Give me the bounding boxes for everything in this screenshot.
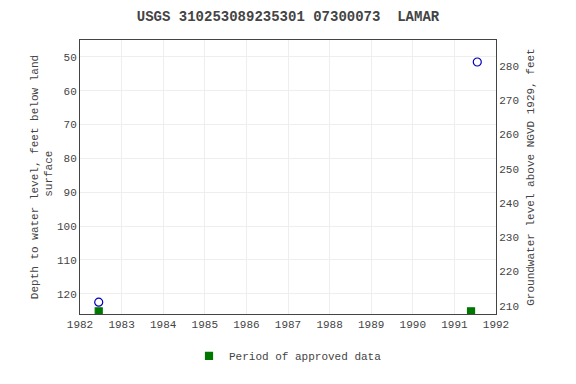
svg-text:240: 240 [499, 198, 519, 210]
svg-text:260: 260 [499, 129, 519, 141]
svg-text:1984: 1984 [150, 319, 177, 331]
svg-text:80: 80 [64, 153, 77, 165]
svg-text:280: 280 [499, 61, 519, 73]
svg-text:60: 60 [64, 86, 77, 98]
svg-text:50: 50 [64, 52, 77, 64]
svg-text:1991: 1991 [441, 319, 468, 331]
svg-text:Depth to water level, feet bel: Depth to water level, feet below land su… [29, 55, 55, 299]
svg-text:110: 110 [57, 255, 77, 267]
svg-text:1986: 1986 [233, 319, 259, 331]
svg-text:1992: 1992 [483, 319, 509, 331]
svg-text:250: 250 [499, 164, 519, 176]
svg-text:1982: 1982 [67, 319, 93, 331]
svg-text:1988: 1988 [316, 319, 342, 331]
svg-text:1990: 1990 [400, 319, 426, 331]
svg-text:Period of approved data: Period of approved data [229, 351, 381, 363]
svg-text:1989: 1989 [358, 319, 384, 331]
svg-text:70: 70 [64, 119, 77, 131]
svg-text:USGS 310253089235301 07300073: USGS 310253089235301 07300073 LAMAR [137, 9, 440, 25]
svg-text:270: 270 [499, 95, 519, 107]
svg-text:Groundwater level above NGVD 1: Groundwater level above NGVD 1929, feet [525, 48, 537, 305]
svg-text:220: 220 [499, 266, 519, 278]
svg-text:90: 90 [64, 187, 77, 199]
svg-text:100: 100 [57, 221, 77, 233]
svg-text:1985: 1985 [192, 319, 218, 331]
svg-text:210: 210 [499, 301, 519, 313]
svg-text:120: 120 [57, 289, 77, 301]
svg-text:1987: 1987 [275, 319, 301, 331]
svg-text:230: 230 [499, 232, 519, 244]
svg-text:1983: 1983 [108, 319, 134, 331]
